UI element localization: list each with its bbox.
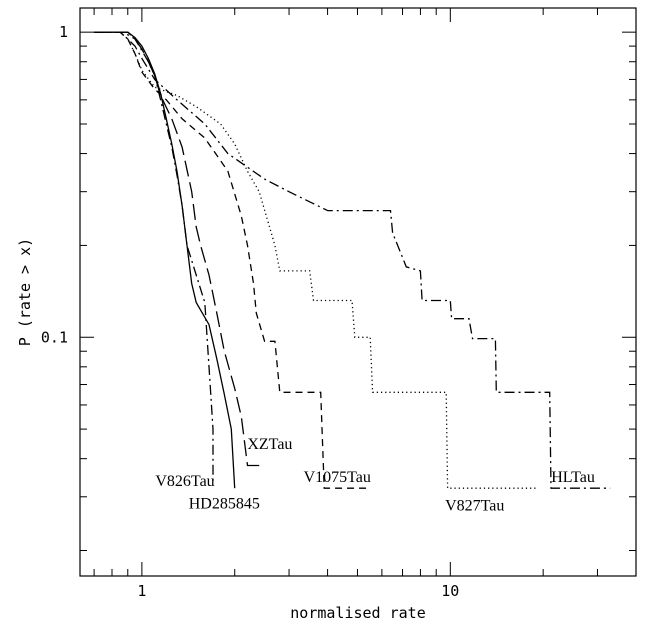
plot-frame [79,7,637,577]
series-label-v826tau: V826Tau [155,473,214,490]
series-layer [94,31,611,489]
series-line-v827tau [94,31,537,489]
series-line-v826tau [94,31,214,485]
x-tick-label-10: 10 [441,582,459,600]
series-label-xztau: XZTau [247,436,292,453]
series-labels: V826Tau HD285845 XZTau V1075Tau V827Tau HLTau [155,436,594,515]
series-label-v1075tau: V1075Tau [304,469,371,486]
series-line-hd285845 [94,31,236,489]
series-label-hltau: HLTau [551,469,595,486]
y-tick-label-1: 1 [59,23,68,41]
series-label-v827tau: V827Tau [445,498,504,515]
series-line-hltau [94,31,611,489]
series-label-hd285845: HD285845 [189,495,260,512]
series-line-xztau [94,31,260,467]
x-tick-label-1: 1 [137,582,146,600]
y-axis-label: P (rate > x) [16,238,34,346]
x-axis-label: normalised rate [290,604,425,622]
series-line-v1075tau [94,31,371,489]
axis-ticks [80,8,637,576]
y-tick-label-0.1: 0.1 [41,328,68,346]
